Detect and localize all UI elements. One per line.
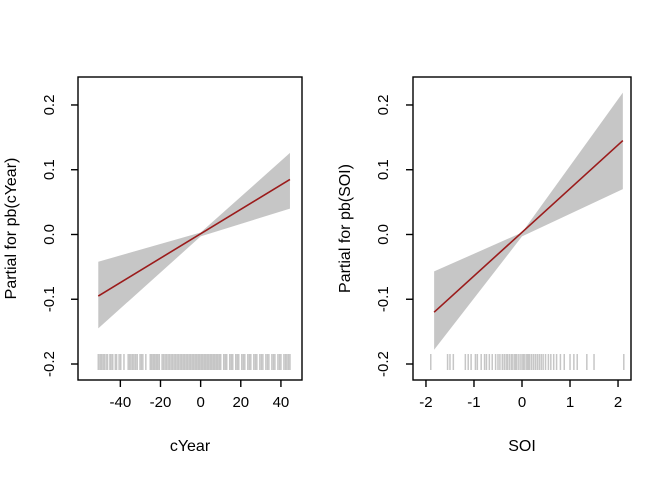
confidence-band-right — [434, 92, 623, 350]
x-tick-label-left: -20 — [150, 394, 172, 411]
x-tick-label-right: -2 — [419, 394, 432, 411]
fit-line-right — [433, 139, 624, 313]
x-axis-title-left: cYear — [170, 438, 211, 455]
x-tick-label-right: 0 — [518, 394, 526, 411]
y-tick-label-right: -0.2 — [375, 351, 392, 377]
x-tick-label-right: 2 — [614, 394, 622, 411]
y-tick-label-left: 0.2 — [41, 95, 58, 116]
y-tick-label-right: -0.1 — [375, 286, 392, 312]
x-tick-label-right: 1 — [566, 394, 574, 411]
y-tick-label-left: -0.1 — [41, 286, 58, 312]
confidence-band-left — [98, 152, 290, 329]
y-axis-title-left: Partial for pb(cYear) — [3, 158, 20, 300]
y-tick-label-right: 0.1 — [375, 159, 392, 180]
y-tick-label-left: -0.2 — [41, 351, 58, 377]
x-tick-label-left: 0 — [196, 394, 204, 411]
x-tick-label-left: -40 — [110, 394, 132, 411]
y-tick-label-right: 0.0 — [375, 224, 392, 245]
y-tick-label-right: 0.2 — [375, 95, 392, 116]
y-tick-label-left: 0.0 — [41, 224, 58, 245]
fit-line-left — [97, 178, 291, 297]
x-tick-label-left: 40 — [273, 394, 290, 411]
x-axis-title-right: SOI — [508, 438, 536, 455]
x-tick-label-left: 20 — [232, 394, 249, 411]
plot-box-left — [77, 76, 303, 381]
x-tick-label-right: -1 — [467, 394, 480, 411]
y-axis-title-right: Partial for pb(SOI) — [337, 164, 354, 293]
y-tick-label-left: 0.1 — [41, 159, 58, 180]
